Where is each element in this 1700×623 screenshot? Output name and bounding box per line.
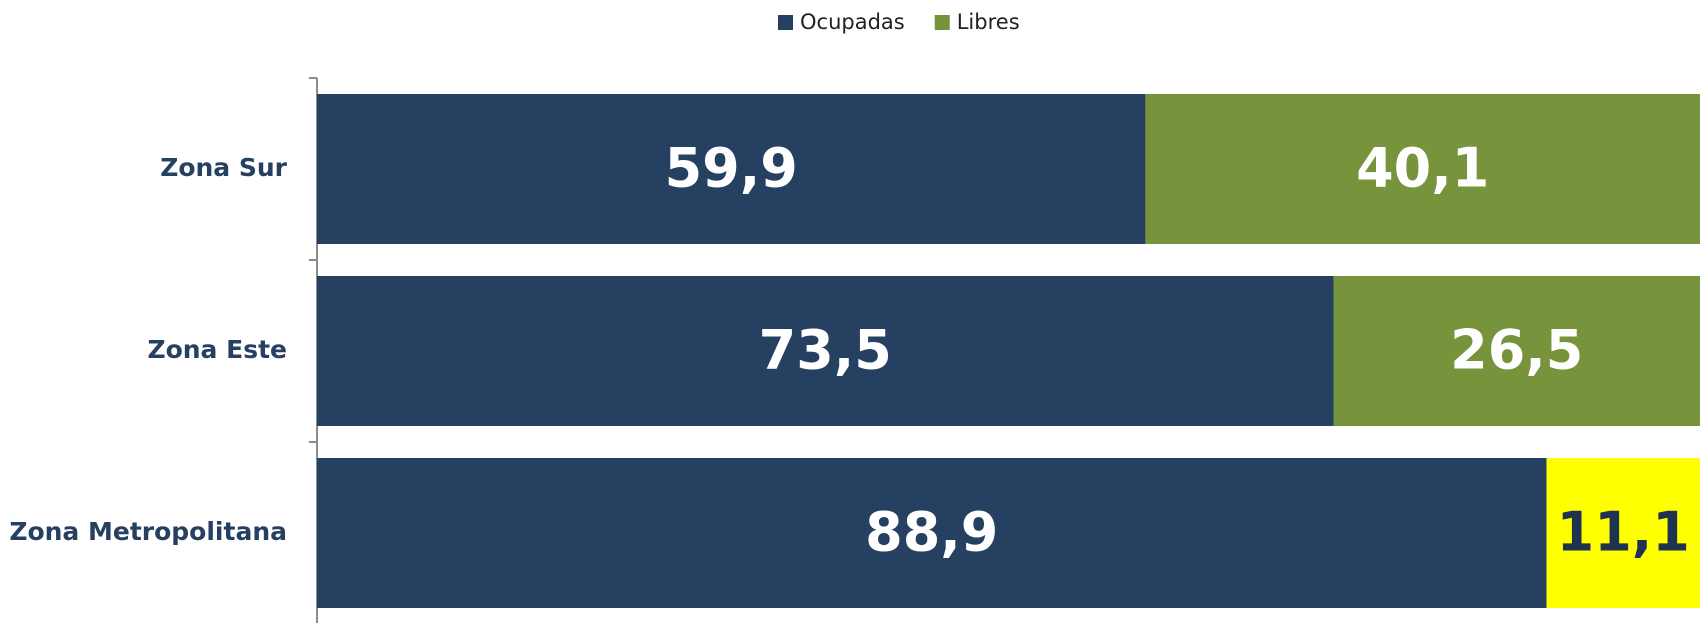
value-label: 73,5 bbox=[759, 319, 892, 382]
legend-swatch bbox=[778, 15, 793, 30]
value-label: 88,9 bbox=[865, 501, 998, 564]
category-label: Zona Sur bbox=[160, 153, 287, 182]
category-label: Zona Este bbox=[147, 335, 287, 364]
bar-segment bbox=[1145, 94, 1700, 244]
bar-segment bbox=[317, 458, 1547, 608]
value-label: 11,1 bbox=[1557, 501, 1690, 564]
category-label: Zona Metropolitana bbox=[9, 517, 287, 546]
value-label: 59,9 bbox=[665, 137, 798, 200]
value-label: 40,1 bbox=[1356, 137, 1489, 200]
bar-segment bbox=[317, 276, 1334, 426]
legend-swatch bbox=[934, 15, 950, 30]
value-label: 26,5 bbox=[1450, 319, 1583, 382]
bar-segment bbox=[1546, 458, 1700, 608]
legend-label: Ocupadas bbox=[800, 10, 905, 34]
bar-segment bbox=[317, 94, 1146, 244]
legend-label: Libres bbox=[957, 10, 1020, 34]
bar-segment bbox=[1333, 276, 1700, 426]
